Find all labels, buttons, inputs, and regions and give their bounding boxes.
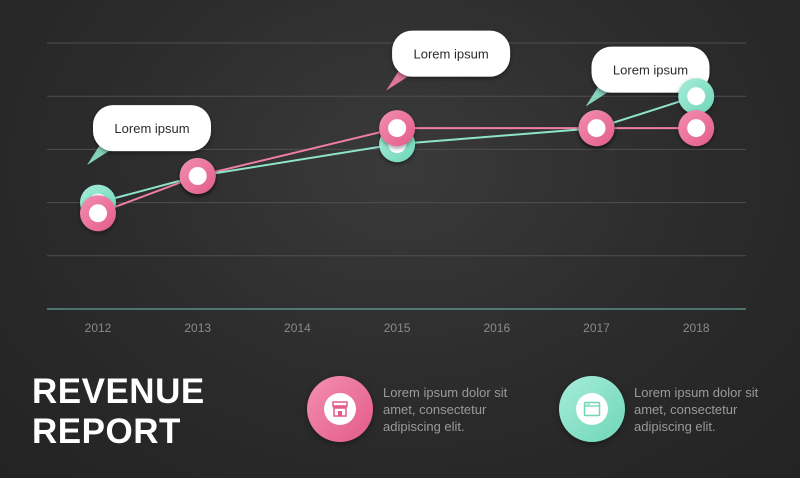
data-point-center bbox=[388, 119, 407, 138]
data-point-center bbox=[188, 167, 207, 185]
x-tick-label: 2017 bbox=[583, 321, 610, 335]
x-tick-label: 2016 bbox=[483, 321, 510, 335]
store-icon bbox=[332, 401, 348, 417]
x-tick-label: 2013 bbox=[184, 321, 211, 335]
legend-text-teal: Lorem ipsum dolor sit amet, consectetur … bbox=[634, 385, 759, 434]
data-point-center bbox=[687, 119, 706, 138]
callout-bubble bbox=[591, 46, 710, 93]
x-tick-label: 2018 bbox=[683, 321, 710, 335]
x-tick-label: 2014 bbox=[284, 321, 311, 335]
data-point-center bbox=[89, 204, 107, 223]
x-tick-label: 2015 bbox=[384, 321, 411, 335]
callout-text: Lorem ipsum bbox=[613, 63, 688, 78]
callouts: Lorem ipsum Lorem ipsum Lorem ipsum bbox=[87, 30, 710, 166]
data-point-center bbox=[687, 87, 706, 106]
title-line-2: REPORT bbox=[32, 412, 181, 451]
callout-bubble bbox=[392, 30, 511, 77]
browser-window-icon bbox=[583, 401, 601, 417]
data-points bbox=[80, 78, 715, 232]
revenue-line-chart: 2012 2013 2014 2015 2016 2017 2018 Lorem ipsum… bbox=[47, 30, 746, 335]
legend-icon-pink bbox=[307, 376, 373, 442]
data-point-center bbox=[587, 119, 606, 138]
legend-text-pink: Lorem ipsum dolor sit amet, consectetur … bbox=[383, 385, 508, 434]
title-line-1: REVENUE bbox=[32, 372, 205, 411]
callout-bubble bbox=[93, 105, 211, 152]
callout-text: Lorem ipsum bbox=[114, 121, 189, 136]
callout-text: Lorem ipsum bbox=[414, 47, 489, 62]
x-tick-label: 2012 bbox=[85, 321, 112, 335]
x-axis-ticks: 2012 2013 2014 2015 2016 2017 2018 bbox=[85, 321, 710, 335]
report-title: REVENUE REPORT bbox=[32, 372, 205, 452]
legend-icon-teal bbox=[559, 376, 625, 442]
